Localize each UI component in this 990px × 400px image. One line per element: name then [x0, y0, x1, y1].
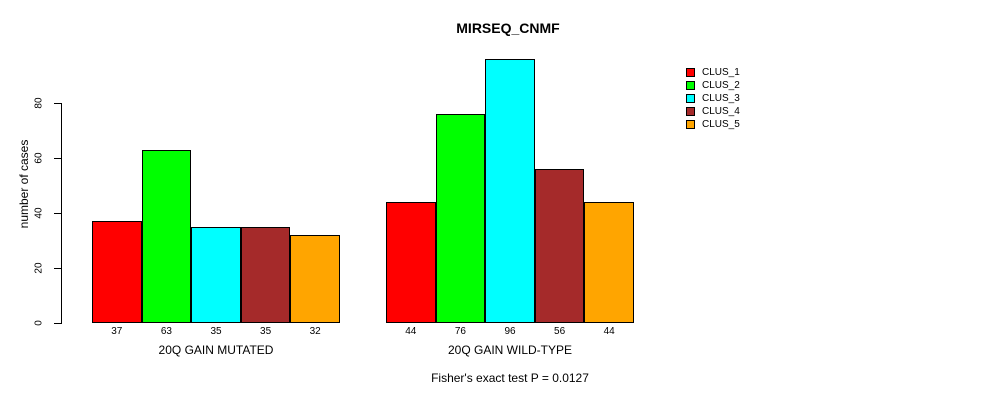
- y-tick-mark: [54, 158, 61, 159]
- bar-value-label: 96: [504, 326, 516, 337]
- bar-value-label: 35: [210, 326, 222, 337]
- legend-item-clus_4: CLUS_4: [686, 105, 740, 118]
- bar-clus_3-group2: [485, 59, 535, 323]
- bar-value-label: 56: [554, 326, 566, 337]
- bar-clus_5-group1: [290, 235, 340, 323]
- bar-value-label: 44: [405, 326, 417, 337]
- bar-clus_4-group2: [534, 169, 585, 323]
- bar-clus_1-group2: [386, 202, 436, 323]
- chart-title: MIRSEQ_CNMF: [456, 20, 560, 36]
- legend-label: CLUS_5: [702, 119, 740, 130]
- bar-value-label: 35: [260, 326, 272, 337]
- bar-clus_1-group1: [92, 221, 142, 323]
- legend-label: CLUS_2: [702, 80, 740, 91]
- y-tick-label: 60: [33, 152, 45, 164]
- y-tick-label: 0: [33, 320, 45, 326]
- y-axis-label: number of cases: [17, 139, 31, 229]
- legend-label: CLUS_1: [702, 67, 740, 78]
- y-tick-mark: [54, 268, 61, 269]
- y-tick-label: 20: [33, 262, 45, 274]
- y-tick-mark: [54, 103, 61, 104]
- bar-value-label: 76: [454, 326, 466, 337]
- legend-swatch-icon: [686, 120, 695, 129]
- bar-clus_5-group2: [584, 202, 634, 323]
- bar-clus_2-group1: [141, 149, 192, 323]
- group-label: 20Q GAIN WILD-TYPE: [447, 343, 573, 357]
- bar-value-label: 44: [603, 326, 615, 337]
- y-axis-line: [61, 103, 62, 324]
- legend-item-clus_1: CLUS_1: [686, 66, 740, 79]
- y-tick-mark: [54, 213, 61, 214]
- bar-value-label: 37: [111, 326, 123, 337]
- legend-item-clus_3: CLUS_3: [686, 92, 740, 105]
- bar-clus_3-group1: [191, 226, 241, 323]
- legend-label: CLUS_4: [702, 106, 740, 117]
- bar-clus_2-group2: [435, 114, 486, 323]
- legend-item-clus_2: CLUS_2: [686, 79, 740, 92]
- legend: CLUS_1 CLUS_2 CLUS_3 CLUS_4 CLUS_5: [686, 66, 740, 131]
- group-label: 20Q GAIN MUTATED: [158, 343, 274, 357]
- legend-swatch-icon: [686, 81, 695, 90]
- legend-swatch-icon: [686, 68, 695, 77]
- legend-label: CLUS_3: [702, 93, 740, 104]
- fisher-test-annotation: Fisher's exact test P = 0.0127: [431, 371, 589, 385]
- y-tick-mark: [54, 323, 61, 324]
- bar-value-label: 63: [160, 326, 172, 337]
- y-tick-label: 40: [33, 207, 45, 219]
- legend-swatch-icon: [686, 94, 695, 103]
- legend-item-clus_5: CLUS_5: [686, 118, 740, 131]
- legend-swatch-icon: [686, 107, 695, 116]
- bar-value-label: 32: [309, 326, 321, 337]
- bar-clus_4-group1: [240, 226, 291, 323]
- y-tick-label: 80: [33, 97, 45, 109]
